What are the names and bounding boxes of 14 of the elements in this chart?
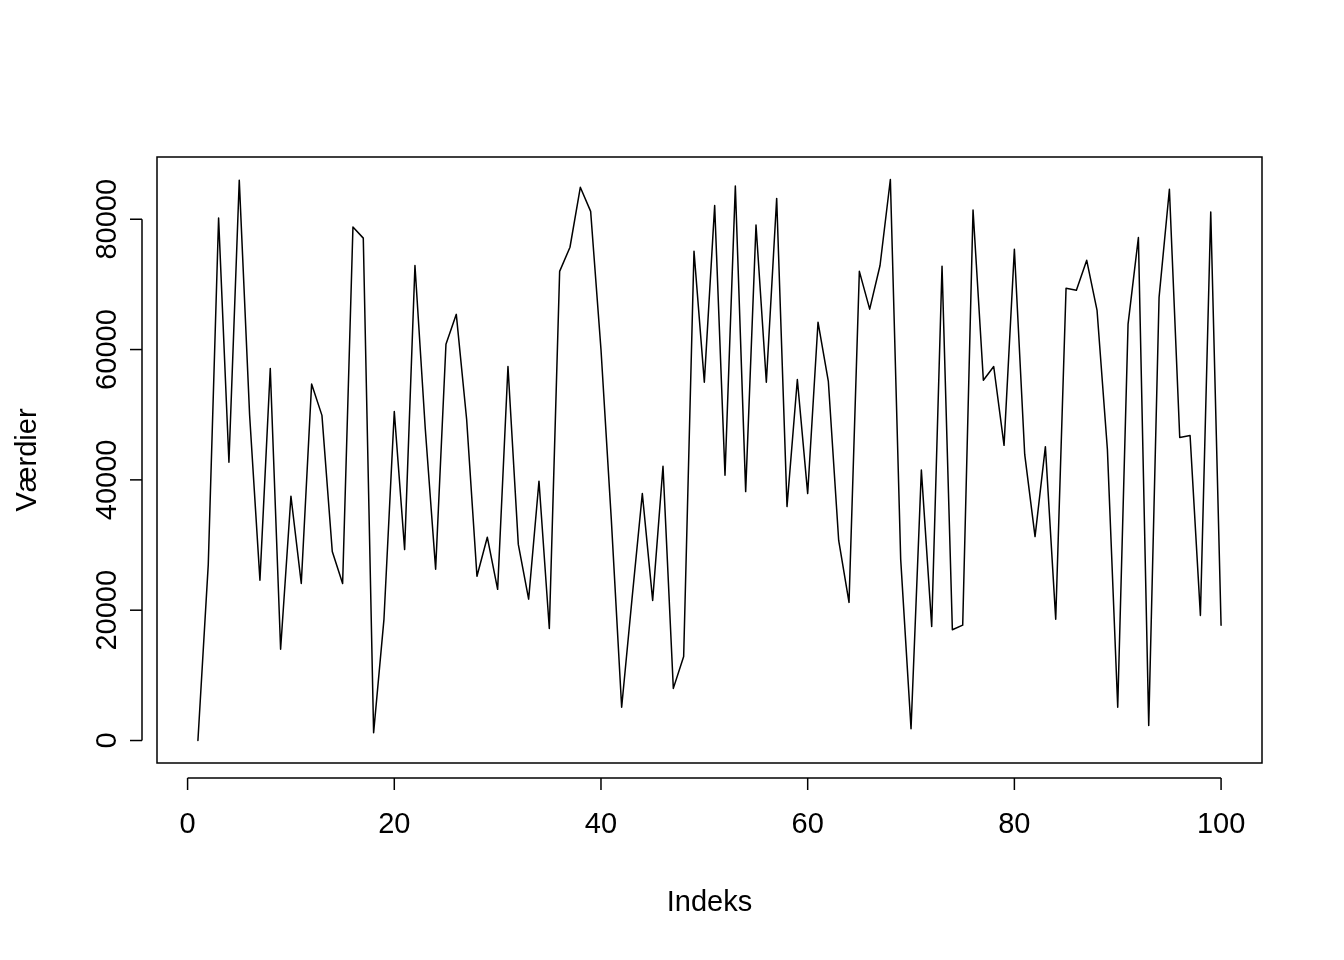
x-tick-label: 80 bbox=[998, 807, 1031, 839]
y-tick-label: 20000 bbox=[90, 569, 122, 651]
x-tick-label: 40 bbox=[584, 807, 618, 839]
line-series bbox=[197, 178, 1222, 742]
y-tick-label: 0 bbox=[90, 732, 122, 749]
x-tick-label: 100 bbox=[1196, 807, 1246, 839]
y-axis-title: Værdier bbox=[10, 408, 42, 512]
x-tick-label: 60 bbox=[791, 807, 824, 839]
x-tick-label: 20 bbox=[378, 807, 411, 839]
y-tick-label: 80000 bbox=[90, 178, 122, 260]
x-tick-label: 0 bbox=[179, 807, 196, 839]
x-axis-title: Indeks bbox=[666, 885, 753, 917]
y-tick-label: 40000 bbox=[90, 439, 122, 521]
y-tick-label: 60000 bbox=[90, 309, 122, 390]
